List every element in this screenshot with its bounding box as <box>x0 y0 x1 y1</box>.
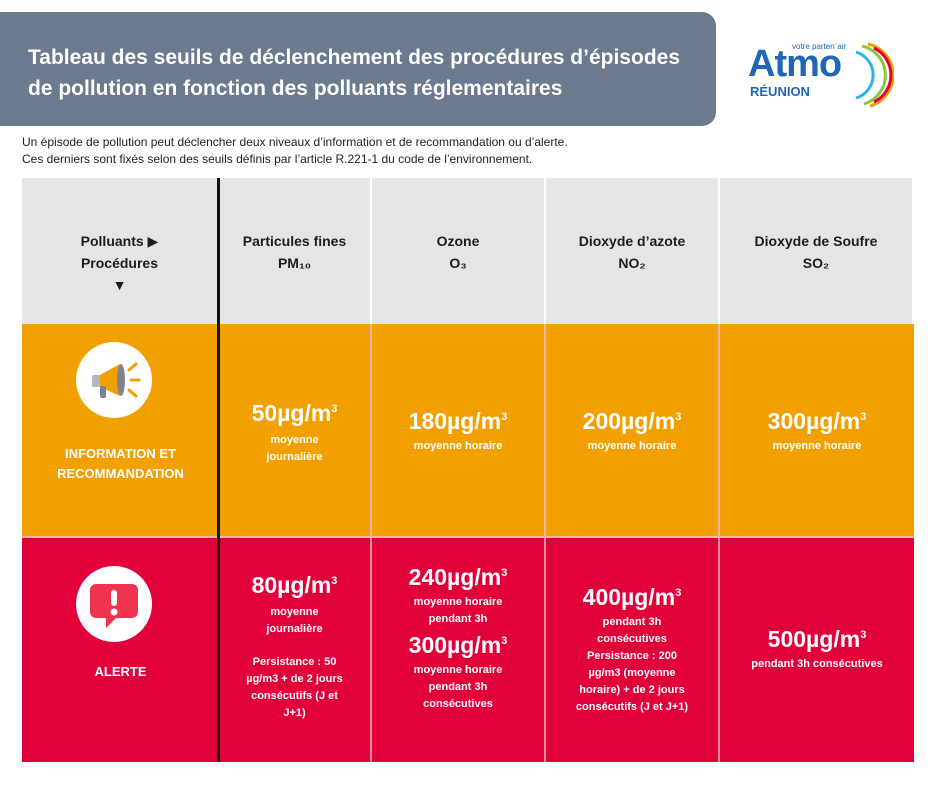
threshold-note: moyenne horaire <box>413 440 503 452</box>
header-no2: Dioxyde d’azote NO₂ <box>546 178 720 324</box>
alert-bubble-icon <box>76 566 152 642</box>
threshold-table: Polluants ▶ Procédures ▼ Particules fine… <box>22 178 914 762</box>
header-so2: Dioxyde de Soufre SO₂ <box>720 178 914 324</box>
info-procedure-label: INFORMATION ET RECOMMANDATION <box>57 446 184 481</box>
header-o3: Ozone O₃ <box>372 178 546 324</box>
megaphone-icon <box>76 342 152 418</box>
threshold-note: moyenne journalière <box>266 434 323 463</box>
threshold-value: 240µg/m3 <box>408 564 508 590</box>
threshold-value: 200µg/m3 <box>582 408 682 434</box>
atmo-logo: votre partenˈair Atmo RÉUNION <box>742 40 902 112</box>
info-o3-cell: 180µg/m3 moyenne horaire <box>372 324 546 538</box>
info-procedure-cell: INFORMATION ET RECOMMANDATION <box>22 324 219 538</box>
threshold-note: moyenne journalière <box>266 606 323 635</box>
info-so2-cell: 300µg/m3 moyenne horaire <box>720 324 914 538</box>
logo-word: Atmo <box>748 43 842 85</box>
threshold-note: pendant 3h consécutives <box>751 658 883 670</box>
threshold-value: 500µg/m3 <box>767 626 867 652</box>
threshold-note: pendant 3h consécutives <box>597 616 667 645</box>
logo-region: RÉUNION <box>750 84 810 99</box>
intro-text: Un épisode de pollution peut déclencher … <box>22 135 568 166</box>
column-divider <box>217 178 220 762</box>
persistence-note: Persistance : 200 µg/m3 (moyenne horaire… <box>575 650 689 713</box>
alert-so2-cell: 500µg/m3 pendant 3h consécutives <box>720 538 914 762</box>
header-corner: Polluants ▶ Procédures ▼ <box>22 178 219 324</box>
alert-pm10-cell: 80µg/m3 moyenne journalière Persistance … <box>219 538 372 762</box>
threshold-note: moyenne horaire pendant 3h <box>413 596 503 625</box>
header-pm10: Particules fines PM₁₀ <box>219 178 372 324</box>
alert-procedure-cell: ALERTE <box>22 538 219 762</box>
logo-tagline: votre partenˈair <box>792 42 847 51</box>
alert-o3-cell: 240µg/m3 moyenne horaire pendant 3h 300µ… <box>372 538 546 762</box>
threshold-value: 300µg/m3 <box>767 408 867 434</box>
threshold-value: 400µg/m3 <box>582 584 682 610</box>
title-banner: Tableau des seuils de déclenchement des … <box>0 12 716 126</box>
page-title: Tableau des seuils de déclenchement des … <box>28 46 681 100</box>
alert-no2-cell: 400µg/m3 pendant 3h consécutives Persist… <box>546 538 720 762</box>
threshold-note: moyenne horaire <box>587 440 677 452</box>
info-pm10-cell: 50µg/m3 moyenne journalière <box>219 324 372 538</box>
persistence-note: Persistance : 50 µg/m3 + de 2 jours cons… <box>246 656 343 719</box>
info-no2-cell: 200µg/m3 moyenne horaire <box>546 324 720 538</box>
threshold-note: moyenne horaire pendant 3h consécutives <box>413 664 503 710</box>
alert-procedure-label: ALERTE <box>94 664 147 679</box>
threshold-value: 300µg/m3 <box>408 632 508 658</box>
threshold-value: 50µg/m3 <box>251 400 338 426</box>
threshold-note: moyenne horaire <box>772 440 862 452</box>
threshold-value: 180µg/m3 <box>408 408 508 434</box>
logo-arcs-icon <box>855 42 894 108</box>
threshold-value: 80µg/m3 <box>251 572 338 598</box>
